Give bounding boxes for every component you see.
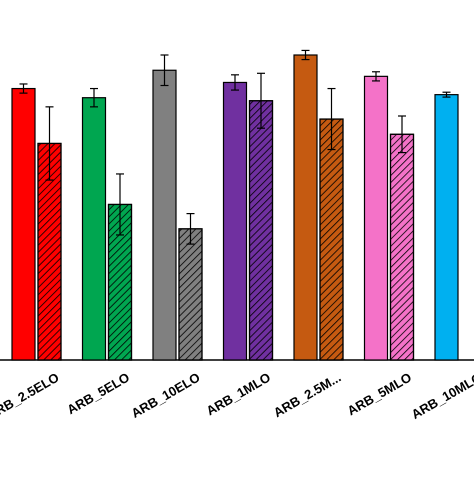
error-bar bbox=[257, 72, 265, 129]
bar-hatch-overlay bbox=[248, 100, 274, 361]
error-bar bbox=[45, 106, 54, 181]
category-label: ARB_10ELO bbox=[129, 370, 203, 421]
error-bar bbox=[301, 49, 310, 61]
category-label: ARB_1MLO bbox=[204, 370, 273, 419]
error-bar bbox=[186, 213, 195, 245]
category-label: ARB_10MLO bbox=[409, 370, 474, 422]
error-bar bbox=[116, 173, 124, 236]
bar-hatch-overlay bbox=[319, 118, 344, 361]
category-label: ARB_5ELO bbox=[64, 370, 132, 418]
bar-solid bbox=[81, 97, 107, 361]
category-label: ARB_5MLO bbox=[345, 370, 414, 419]
bars bbox=[11, 49, 459, 361]
bar-hatch-overlay bbox=[389, 133, 415, 361]
error-bar bbox=[160, 54, 169, 87]
error-bar bbox=[398, 115, 406, 154]
bar-solid bbox=[222, 81, 248, 361]
bar-solid bbox=[434, 94, 459, 361]
bar-solid bbox=[293, 54, 318, 361]
error-bar bbox=[327, 87, 336, 151]
bar-solid bbox=[11, 87, 36, 361]
bar-solid bbox=[363, 75, 389, 361]
error-bar bbox=[372, 71, 380, 82]
error-bar bbox=[442, 91, 451, 98]
error-bar bbox=[90, 87, 98, 108]
error-bar bbox=[19, 83, 28, 94]
bar-hatch-overlay bbox=[178, 228, 203, 361]
category-label: ARB_2.5M... bbox=[271, 370, 344, 421]
error-bar bbox=[231, 74, 239, 91]
bar-solid bbox=[152, 69, 177, 361]
category-label: ARB_2.5ELO bbox=[0, 370, 62, 423]
